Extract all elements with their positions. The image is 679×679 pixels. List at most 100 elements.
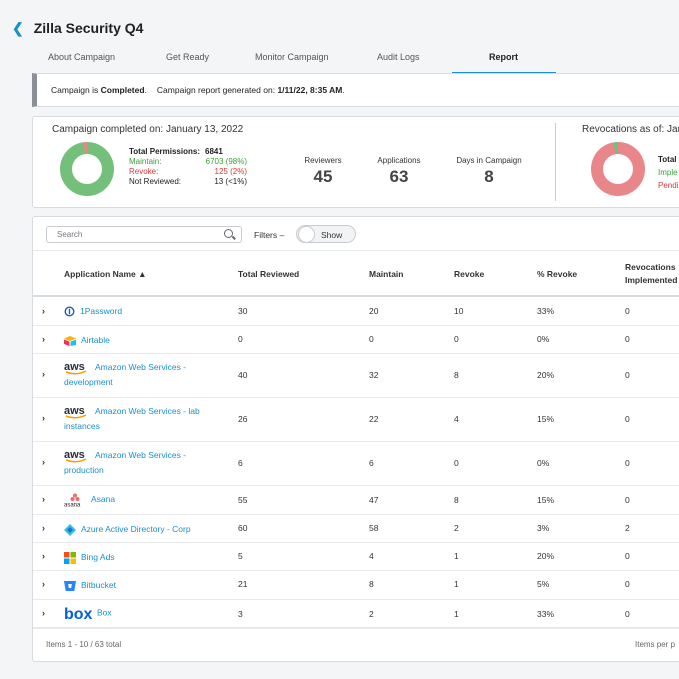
expand-chevron-icon[interactable]: ›: [42, 334, 45, 344]
tab-get-ready[interactable]: Get Ready: [166, 52, 210, 62]
pct-revoke-cell: 20%: [537, 551, 555, 561]
expand-chevron-icon[interactable]: ›: [42, 494, 45, 504]
expand-chevron-icon[interactable]: ›: [42, 369, 45, 379]
banner-prefix: Campaign is: [51, 85, 99, 95]
revoke-cell: 10: [454, 306, 464, 316]
app-link[interactable]: aws Amazon Web Services - lab instances: [64, 404, 200, 433]
days-label: Days in Campaign: [456, 156, 522, 165]
svg-text:asana: asana: [64, 502, 81, 507]
app-link[interactable]: Bing Ads: [64, 550, 115, 564]
revoke-cell: 2: [454, 523, 459, 533]
table-row[interactable]: › Airtable 0 0 0 0% 0: [33, 326, 679, 354]
app-name[interactable]: 1Password: [80, 306, 123, 316]
implemented-cell: 0: [625, 609, 630, 619]
expand-chevron-icon[interactable]: ›: [42, 608, 45, 618]
maintain-cell: 32: [369, 370, 379, 380]
column-revoke[interactable]: Revoke: [454, 269, 485, 279]
table-row[interactable]: › Bing Ads 5 4 1 20% 0: [33, 543, 679, 571]
pct-revoke-cell: 15%: [537, 414, 555, 424]
table-header: Application Name ▲ Total Reviewed Mainta…: [33, 251, 679, 297]
app-link[interactable]: Bitbucket: [64, 578, 116, 592]
implemented-cell: 0: [625, 579, 630, 589]
app-name-line1[interactable]: Amazon Web Services - lab: [95, 406, 200, 416]
implemented-cell: 0: [625, 551, 630, 561]
column-revocations-implemented[interactable]: Revocations Implemented: [625, 261, 677, 287]
items-per-page-label[interactable]: Items per p: [635, 640, 676, 649]
expand-chevron-icon[interactable]: ›: [42, 306, 45, 316]
revoke-cell: 0: [454, 458, 459, 468]
app-name[interactable]: Azure Active Directory - Corp: [81, 524, 191, 534]
tab-bar: About Campaign Get Ready Monitor Campaig…: [32, 46, 679, 74]
app-name[interactable]: Asana: [91, 494, 116, 504]
pct-revoke-cell: 33%: [537, 306, 555, 316]
search-icon[interactable]: [224, 229, 233, 238]
tab-report[interactable]: Report: [489, 52, 518, 62]
pagination-summary: Items 1 - 10 / 63 total: [46, 640, 122, 649]
table-row[interactable]: › Azure Active Directory - Corp 60 58 2 …: [33, 515, 679, 543]
toggle-label: Show: [321, 230, 343, 240]
toggle-knob[interactable]: [298, 226, 315, 243]
maintain-cell: 4: [369, 551, 374, 561]
app-name-line2[interactable]: instances: [64, 420, 100, 431]
back-chevron-icon[interactable]: ❮: [12, 20, 24, 36]
app-link[interactable]: Airtable: [64, 333, 110, 347]
tab-about-campaign[interactable]: About Campaign: [48, 52, 116, 62]
app-name-line2[interactable]: production: [64, 464, 104, 475]
app-name-line1[interactable]: Amazon Web Services -: [95, 362, 187, 372]
maintain-cell: 8: [369, 579, 374, 589]
app-link[interactable]: box Box: [64, 605, 112, 621]
table-row[interactable]: › asana Asana 55 47 8 15% 0: [33, 486, 679, 515]
app-name[interactable]: Airtable: [81, 335, 110, 345]
expand-chevron-icon[interactable]: ›: [42, 413, 45, 423]
pct-revoke-cell: 3%: [537, 523, 550, 533]
column-total-reviewed[interactable]: Total Reviewed: [238, 269, 300, 279]
rev-total-label: Total: [658, 155, 677, 164]
column-maintain[interactable]: Maintain: [369, 269, 404, 279]
revocations-label: Revocations as of: Jan: [582, 124, 679, 135]
status-banner: Campaign is Completed. Campaign report g…: [32, 73, 679, 107]
implemented-cell: 0: [625, 334, 630, 344]
table-row[interactable]: › aws Amazon Web Services - production 6 6…: [33, 442, 679, 486]
app-link[interactable]: Azure Active Directory - Corp: [64, 522, 191, 536]
app-name[interactable]: Box: [97, 607, 112, 618]
total-reviewed-cell: 30: [238, 306, 248, 316]
expand-chevron-icon[interactable]: ›: [42, 523, 45, 533]
azure-icon: [64, 523, 76, 536]
expand-chevron-icon[interactable]: ›: [42, 551, 45, 561]
app-link[interactable]: 1Password: [64, 304, 122, 318]
app-link[interactable]: aws Amazon Web Services - development: [64, 360, 186, 389]
column-pct-revoke[interactable]: % Revoke: [537, 269, 578, 279]
permissions-donut-chart: [60, 142, 114, 196]
revoke-cell: 4: [454, 414, 459, 424]
app-name-line2[interactable]: development: [64, 376, 113, 387]
app-name[interactable]: Bing Ads: [81, 552, 115, 562]
table-row[interactable]: › aws Amazon Web Services - development 40…: [33, 354, 679, 398]
column-application-name[interactable]: Application Name ▲: [64, 269, 147, 279]
applications-value: 63: [389, 167, 409, 186]
implemented-cell: 2: [625, 523, 630, 533]
pct-revoke-cell: 5%: [537, 579, 550, 589]
bing-ads-icon: [64, 551, 76, 564]
app-name-line1[interactable]: Amazon Web Services -: [95, 450, 187, 460]
app-link[interactable]: aws Amazon Web Services - production: [64, 448, 186, 477]
table-row[interactable]: › Bitbucket 21 8 1 5% 0: [33, 571, 679, 600]
filters-toggle[interactable]: Show: [296, 225, 356, 243]
total-value: 6841: [205, 147, 223, 156]
total-reviewed-cell: 0: [238, 334, 243, 344]
expand-chevron-icon[interactable]: ›: [42, 457, 45, 467]
table-row[interactable]: › 1Password 30 20 10 33% 0: [33, 297, 679, 326]
table-row[interactable]: › box Box 3 2 1 33% 0: [33, 600, 679, 629]
tab-audit-logs[interactable]: Audit Logs: [377, 52, 420, 62]
search-input[interactable]: Search: [46, 226, 242, 243]
aws-icon: aws: [64, 361, 87, 375]
maintain-cell: 0: [369, 334, 374, 344]
page-header: ❮ Zilla Security Q4: [12, 20, 143, 36]
app-link[interactable]: asana Asana: [64, 492, 115, 507]
table-row[interactable]: › aws Amazon Web Services - lab instances …: [33, 398, 679, 442]
expand-chevron-icon[interactable]: ›: [42, 579, 45, 589]
tab-monitor-campaign[interactable]: Monitor Campaign: [255, 52, 329, 62]
total-reviewed-cell: 21: [238, 579, 248, 589]
summary-divider: [555, 123, 556, 201]
revoke-cell: 1: [454, 551, 459, 561]
app-name[interactable]: Bitbucket: [81, 580, 116, 590]
